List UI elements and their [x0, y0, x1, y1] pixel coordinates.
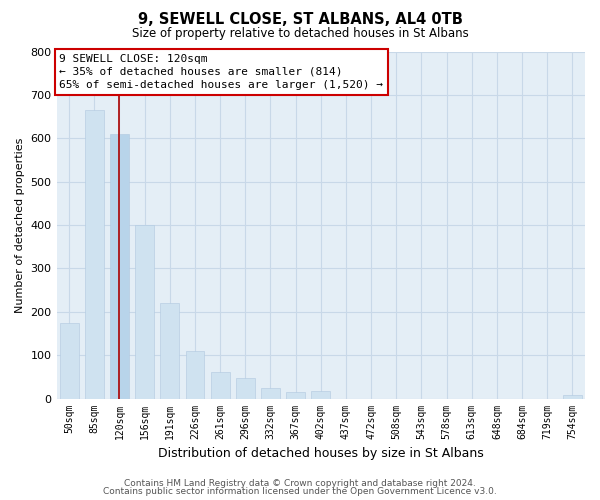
- Text: 9 SEWELL CLOSE: 120sqm
← 35% of detached houses are smaller (814)
65% of semi-de: 9 SEWELL CLOSE: 120sqm ← 35% of detached…: [59, 54, 383, 90]
- Text: Contains HM Land Registry data © Crown copyright and database right 2024.: Contains HM Land Registry data © Crown c…: [124, 478, 476, 488]
- X-axis label: Distribution of detached houses by size in St Albans: Distribution of detached houses by size …: [158, 447, 484, 460]
- Text: 9, SEWELL CLOSE, ST ALBANS, AL4 0TB: 9, SEWELL CLOSE, ST ALBANS, AL4 0TB: [137, 12, 463, 28]
- Y-axis label: Number of detached properties: Number of detached properties: [15, 138, 25, 312]
- Bar: [59, 322, 79, 398]
- Bar: [563, 395, 582, 398]
- Bar: [236, 378, 255, 398]
- Text: Size of property relative to detached houses in St Albans: Size of property relative to detached ho…: [131, 28, 469, 40]
- Bar: [286, 392, 305, 398]
- Bar: [135, 225, 154, 398]
- Bar: [85, 110, 104, 399]
- Bar: [110, 134, 129, 398]
- Bar: [160, 303, 179, 398]
- Bar: [261, 388, 280, 398]
- Text: Contains public sector information licensed under the Open Government Licence v3: Contains public sector information licen…: [103, 487, 497, 496]
- Bar: [185, 351, 205, 399]
- Bar: [311, 390, 330, 398]
- Bar: [211, 372, 230, 398]
